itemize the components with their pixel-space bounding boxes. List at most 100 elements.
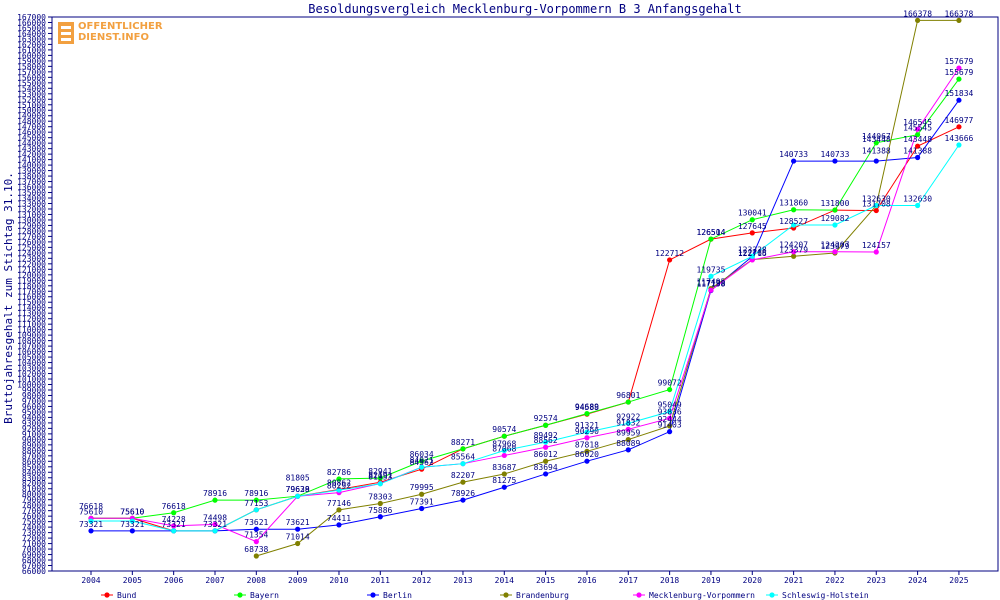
y-tick-label: 141000 [17, 156, 46, 165]
data-point-mecklenburg-vorpommern [873, 249, 879, 255]
data-point-bayern [460, 446, 466, 452]
y-tick-label: 150000 [17, 106, 46, 115]
data-label: 143666 [944, 134, 973, 143]
y-tick-label: 143000 [17, 145, 46, 154]
y-tick-label: 88000 [22, 446, 46, 455]
data-point-bayern [708, 236, 714, 242]
series-line-berlin [91, 99, 960, 532]
y-tick-label: 135000 [17, 189, 46, 198]
data-point-schleswig-holstein [708, 273, 714, 279]
x-tick-label: 2006 [164, 576, 183, 585]
y-tick-label: 89000 [22, 441, 46, 450]
data-label: 78303 [368, 493, 392, 502]
data-point-berlin [295, 526, 301, 532]
y-tick-label: 126000 [17, 238, 46, 247]
data-point-bayern [956, 76, 962, 82]
x-tick-label: 2019 [701, 576, 720, 585]
data-point-mecklenburg-vorpommern [625, 426, 631, 432]
data-label: 83687 [492, 463, 516, 472]
x-tick-label: 2009 [288, 576, 307, 585]
data-point-bund [915, 143, 921, 149]
y-tick-label: 109000 [17, 331, 46, 340]
data-point-berlin [253, 526, 259, 532]
data-label: 131860 [779, 199, 808, 208]
y-tick-label: 75000 [22, 518, 46, 527]
data-label: 117198 [696, 279, 725, 288]
data-point-bayern [749, 217, 755, 223]
y-tick-label: 131000 [17, 210, 46, 219]
data-label: 126504 [696, 228, 725, 237]
x-tick-label: 2022 [825, 576, 844, 585]
y-tick-label: 96000 [22, 402, 46, 411]
y-tick-label: 140000 [17, 161, 46, 170]
data-label: 123979 [820, 242, 849, 251]
data-point-berlin [543, 471, 549, 477]
data-point-berlin [832, 158, 838, 164]
data-point-schleswig-holstein [295, 493, 301, 499]
data-label: 74228 [162, 515, 186, 524]
y-tick-label: 121000 [17, 265, 46, 274]
legend-label-bund: Bund [117, 591, 136, 600]
data-label: 131800 [820, 199, 849, 208]
data-point-schleswig-holstein [832, 222, 838, 228]
y-tick-label: 68000 [22, 556, 46, 565]
y-tick-label: 115000 [17, 298, 46, 307]
data-point-bayern [419, 458, 425, 464]
value-labels: 7561076618733217561075610733217661874228… [79, 9, 974, 554]
data-label: 80862 [327, 478, 351, 487]
x-tick-label: 2008 [247, 576, 266, 585]
y-tick-label: 77000 [22, 507, 46, 516]
data-point-berlin [501, 484, 507, 490]
data-point-bayern [501, 433, 507, 439]
data-point-schleswig-holstein [253, 507, 259, 513]
data-point-schleswig-holstein [88, 518, 94, 524]
y-tick-label: 127000 [17, 232, 46, 241]
y-tick-label: 119000 [17, 276, 46, 285]
data-label: 92574 [534, 414, 558, 423]
data-label: 87968 [492, 440, 516, 449]
data-point-bayern [791, 207, 797, 213]
data-label: 81805 [286, 473, 310, 482]
y-tick-label: 124000 [17, 249, 46, 258]
data-label: 145545 [903, 124, 932, 133]
data-label: 146977 [944, 116, 973, 125]
data-point-bayern [543, 422, 549, 428]
data-label: 122712 [655, 249, 684, 258]
data-point-brandenburg [336, 507, 342, 513]
data-label: 77146 [327, 499, 351, 508]
y-axis-label: Bruttojahresgehalt zum Stichtag 31.10. [2, 172, 15, 424]
legend-marker-schleswig-holstein [769, 592, 775, 598]
data-point-berlin [584, 458, 590, 464]
data-point-brandenburg [667, 423, 673, 429]
y-tick-label: 82000 [22, 479, 46, 488]
y-tick-label: 132000 [17, 205, 46, 214]
data-label: 81953 [368, 472, 392, 481]
data-label: 84562 [410, 458, 434, 467]
data-point-brandenburg [460, 479, 466, 485]
data-label: 73321 [79, 520, 103, 529]
x-tick-label: 2005 [123, 576, 142, 585]
data-label: 86020 [575, 450, 599, 459]
data-label: 79629 [286, 485, 310, 494]
data-point-mecklenburg-vorpommern [749, 257, 755, 263]
data-point-bayern [625, 399, 631, 405]
data-label: 78916 [203, 489, 227, 498]
y-tick-label: 148000 [17, 117, 46, 126]
y-tick-label: 117000 [17, 287, 46, 296]
y-tick-label: 153000 [17, 90, 46, 99]
data-point-bund [667, 257, 673, 263]
y-tick-label: 67000 [22, 562, 46, 571]
series-line-bayern [91, 78, 960, 519]
data-point-berlin [336, 522, 342, 528]
data-label: 94689 [575, 403, 599, 412]
data-label: 92922 [616, 412, 640, 421]
data-label: 74411 [327, 514, 351, 523]
x-tick-label: 2014 [495, 576, 514, 585]
site-logo: OFFENTLICHER DIENST.INFO [56, 20, 163, 46]
data-point-schleswig-holstein [460, 461, 466, 467]
y-tick-label: 80000 [22, 490, 46, 499]
x-tick-label: 2013 [453, 576, 472, 585]
x-tick-label: 2025 [949, 576, 968, 585]
data-label: 90574 [492, 425, 516, 434]
data-label: 123379 [779, 245, 808, 254]
